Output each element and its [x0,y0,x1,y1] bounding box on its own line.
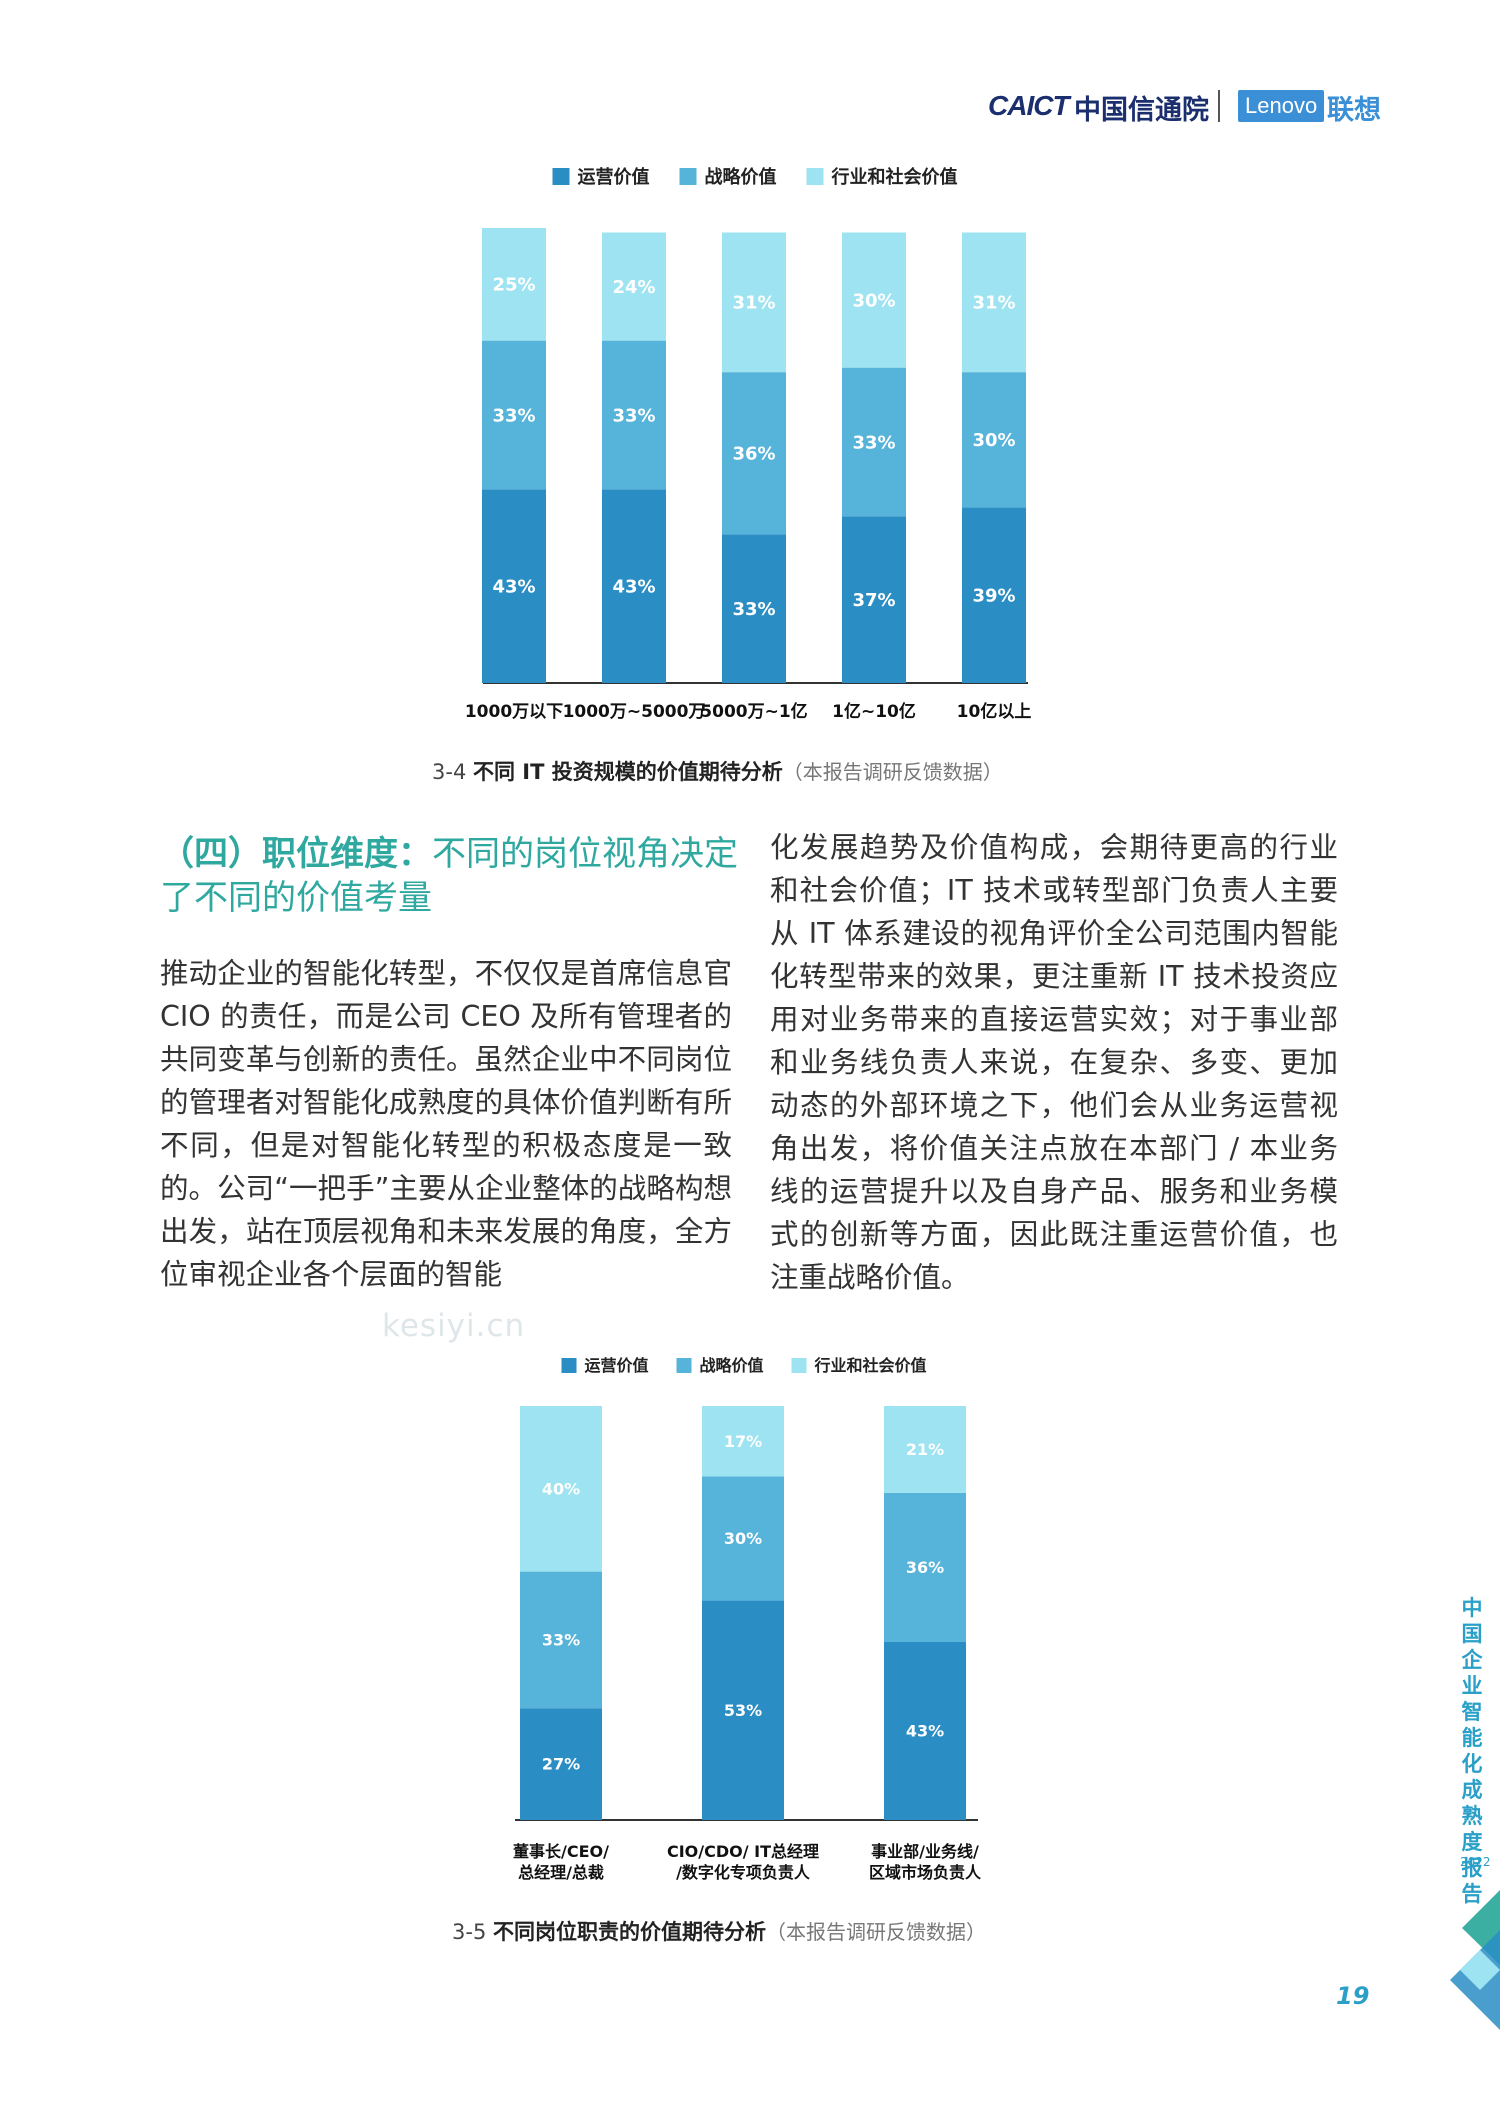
chart1-data-label-1-0: 43% [612,576,655,597]
section-heading-prefix: （四）职位维度： [160,834,432,874]
chart1-bar-4-1 [962,372,1026,508]
chart1-bar-1-0 [602,489,666,683]
chart1-bar-3-1 [842,367,906,517]
chart2-bar-1-0 [702,1600,784,1820]
chart1-caption-num: 3-4 [432,760,473,784]
paragraph-right: 化发展趋势及价值构成，会期待更高的行业和社会价值；IT 技术或转型部门负责人主要… [770,831,1338,1294]
chart1-data-label-3-1: 33% [852,432,895,453]
chart2-tick-label-0-0: 董事长/CEO/ [513,1842,609,1861]
chart1-data-label-0-2: 25% [492,275,535,296]
chart2-data-label-2-0: 43% [906,1722,944,1741]
chart1-bar-1-1 [602,340,666,490]
chart1-data-label-2-1: 36% [732,444,775,465]
chart2-data-label-1-2: 17% [724,1432,762,1451]
chart1-data-label-0-0: 43% [492,576,535,597]
chart1-tick-label-2: 5000万~1亿 [700,701,807,722]
chart2-data-label-0-1: 33% [542,1631,580,1650]
chart2-legend-swatch-0 [561,1358,577,1373]
chart2-data-label-1-1: 30% [724,1529,762,1548]
chart1-caption-source: （本报告调研反馈数据） [782,760,1003,784]
chart1-bar-4-2 [962,232,1026,373]
lenovo-logo-cn: 联想 [1327,95,1381,126]
lenovo-logo: Lenovo [1238,90,1325,122]
chart1-legend-swatch-0 [552,168,570,185]
chart2-caption-source: （本报告调研反馈数据） [765,1920,986,1944]
chart1-legend-label-1: 战略价值 [705,166,777,188]
chart2-tick-label-2-1: 区域市场负责人 [869,1863,982,1882]
chart1-bar-2-1 [722,372,786,535]
chart1-bar-2-0 [722,534,786,683]
corner-decoration [1450,1890,1500,2030]
caict-logo-cn: 中国信通院 [1074,95,1209,126]
chart2-caption-title: 不同岗位职责的价值期待分析 [492,1920,766,1944]
chart2-caption-num: 3-5 [452,1920,493,1944]
chart2-bar-2-2 [884,1406,966,1493]
chart1-data-label-0-1: 33% [492,405,535,426]
chart2-bar-1-2 [702,1406,784,1477]
chart1-bar-3-2 [842,232,906,368]
chart2-caption: 3-5 不同岗位职责的价值期待分析（本报告调研反馈数据） [452,1916,986,1946]
chart2-legend-swatch-2 [791,1358,807,1373]
chart1-tick-label-4: 10亿以上 [957,701,1032,722]
chart1-legend-swatch-2 [806,168,824,185]
chart1-data-label-4-2: 31% [972,293,1015,314]
chart2-tick-label-1-0: CIO/CDO/ IT总经理 [667,1842,819,1861]
sidebar-report-title: 中国企业智能化成熟度报告 [1461,1596,1483,1906]
chart2-tick-label-2-0: 事业部/业务线/ [871,1842,979,1861]
chart1-tick-label-0: 1000万以下 [465,702,563,722]
chart1-data-label-2-0: 33% [732,599,775,620]
chart1-bar-4-0 [962,507,1026,683]
chart1-tick-label-3: 1亿~10亿 [832,701,916,722]
chart1-tick-label-1: 1000万~5000万 [563,702,706,722]
chart2-legend-swatch-1 [676,1358,692,1373]
chart1-data-label-4-1: 30% [972,430,1015,451]
chart1-legend-label-0: 运营价值 [578,166,650,188]
chart1-bar-0-0 [482,489,546,683]
section-heading: （四）职位维度：不同的岗位视角决定了不同的价值考量 [160,832,740,920]
chart1-bar-3-0 [842,516,906,683]
chart1-bar-0-2 [482,228,546,341]
chart1-bar-1-2 [602,232,666,341]
chart2-tick-label-1-1: /数字化专项负责人 [676,1863,811,1882]
chart1-data-label-3-2: 30% [852,290,895,311]
chart1-legend-label-2: 行业和社会价值 [831,166,958,188]
chart2-legend-label-0: 运营价值 [585,1356,649,1375]
chart2-bar-2-0 [884,1641,966,1820]
chart2-data-label-0-0: 27% [542,1755,580,1774]
paragraph-left: 推动企业的智能化转型，不仅仅是首席信息官 CIO 的责任，而是公司 CEO 及所… [160,957,732,1291]
chart2-bar-0-2 [520,1406,602,1572]
sidebar-report-year: 2022 [1460,1855,1491,1869]
chart2-data-label-2-1: 36% [906,1558,944,1577]
watermark: kesiyi.cn [382,1308,526,1344]
chart2-legend-label-1: 战略价值 [700,1356,764,1375]
chart1-data-label-4-0: 39% [972,585,1015,606]
chart1-data-label-1-1: 33% [612,405,655,426]
chart2-bar-0-0 [520,1708,602,1820]
section-heading-title: 不同的岗位视角决定了不同的价值考量 [160,834,738,918]
chart1-data-label-1-2: 24% [612,277,655,298]
chart1-caption: 3-4 不同 IT 投资规模的价值期待分析（本报告调研反馈数据） [432,756,1003,786]
chart1-bar-0-1 [482,340,546,490]
page-number: 19 [1336,1982,1370,2010]
chart2-data-label-1-0: 53% [724,1701,762,1720]
chart2-bar-2-1 [884,1492,966,1642]
chart2-bar-1-1 [702,1476,784,1601]
chart2-tick-label-0-1: 总经理/总裁 [518,1863,604,1882]
chart1-bar-2-2 [722,232,786,373]
chart2-data-label-0-2: 40% [542,1479,580,1498]
chart2-bar-0-1 [520,1571,602,1709]
chart2-legend-label-2: 行业和社会价值 [814,1356,927,1375]
chart1-data-label-2-2: 31% [732,293,775,314]
chart1-legend-swatch-1 [679,168,697,185]
caict-logo: CAICT [988,90,1070,121]
chart2-data-label-2-2: 21% [906,1440,944,1459]
header-divider [1218,90,1220,122]
chart1-data-label-3-0: 37% [852,590,895,611]
chart1-caption-title: 不同 IT 投资规模的价值期待分析 [472,760,783,784]
